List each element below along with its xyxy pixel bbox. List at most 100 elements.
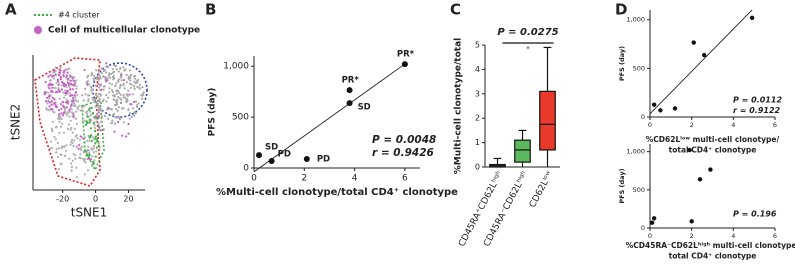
cell-cloud — [43, 62, 145, 179]
cell-dot — [48, 94, 51, 97]
cell-dot — [90, 101, 93, 104]
cell-dot — [89, 114, 92, 117]
x-axis-label: %CD45RA⁻CD62Lʰⁱᵍʰ multi-cell clonotype/ — [626, 241, 795, 250]
cell-dot — [53, 69, 56, 72]
cell-dot — [58, 97, 61, 100]
cell-dot — [70, 103, 73, 106]
panel-letter: B — [205, 1, 216, 19]
cell-dot — [81, 106, 84, 109]
red-outline — [34, 57, 101, 187]
cell-dot — [123, 79, 126, 82]
cell-dot — [110, 89, 114, 92]
cell-dot — [82, 151, 85, 154]
cell-dot — [53, 98, 56, 101]
cell-dot — [129, 76, 132, 79]
cell-dot — [125, 97, 128, 100]
cell-dot — [62, 145, 66, 149]
cell-dot — [98, 73, 101, 76]
cell-dot — [71, 94, 74, 97]
cell-dot — [102, 68, 105, 71]
cell-dot — [65, 98, 68, 101]
point-label: SD — [358, 103, 371, 113]
cell-dot — [95, 112, 99, 116]
cell-dot — [69, 88, 72, 91]
cell-dot — [73, 139, 76, 142]
cell-dot — [107, 106, 110, 109]
x-axis-label: tSNE1 — [71, 206, 108, 220]
x-tick-label: 4 — [731, 232, 735, 240]
cell-dot — [50, 84, 53, 87]
cell-dot — [55, 125, 58, 128]
cell-dot — [97, 142, 100, 145]
cell-dot — [109, 76, 112, 79]
y-tick-label: 1 — [475, 138, 480, 147]
cell-dot — [45, 107, 48, 110]
cell-dot — [121, 134, 124, 137]
cell-dot — [88, 136, 91, 139]
annotation: P = 0.0112 — [733, 96, 782, 105]
cell-dot — [62, 105, 65, 109]
point — [689, 219, 694, 224]
cell-dot — [94, 105, 97, 108]
cell-dot — [129, 86, 132, 90]
point — [651, 102, 657, 107]
cell-dot — [50, 103, 53, 106]
point — [672, 106, 678, 111]
cell-dot — [93, 159, 96, 162]
cell-dot — [88, 121, 91, 124]
cell-dot — [136, 78, 140, 82]
cell-dot — [131, 93, 134, 96]
cell-dot — [93, 126, 97, 130]
cell-dot — [57, 109, 61, 112]
cell-dot — [135, 104, 139, 107]
cell-dot — [127, 132, 130, 135]
cell-dot — [90, 140, 93, 143]
cell-dot — [92, 122, 95, 125]
cell-dot — [62, 101, 65, 104]
cell-dot — [60, 125, 63, 128]
cell-dot — [92, 144, 95, 147]
fit-line — [649, 9, 753, 115]
cell-dot — [61, 122, 64, 125]
cell-dot — [95, 140, 98, 143]
cell-dot — [68, 111, 71, 114]
cell-dot — [133, 87, 136, 90]
cell-dot — [62, 114, 65, 117]
cell-dot — [71, 131, 74, 134]
point — [303, 156, 310, 163]
cell-dot — [94, 84, 97, 87]
cell-dot — [117, 106, 120, 109]
cell-dot — [82, 109, 85, 112]
cell-dot — [51, 96, 55, 99]
cell-dot — [115, 82, 118, 85]
cell-dot — [73, 127, 77, 130]
cell-dot — [97, 125, 100, 128]
cell-dot — [123, 69, 126, 72]
cell-dot — [134, 112, 137, 115]
cell-dot — [68, 157, 71, 160]
cell-dot — [58, 113, 61, 116]
cell-dot — [52, 77, 56, 80]
cell-dot — [93, 74, 96, 78]
x-tick-label: CD62Lˡᵒʷ — [528, 170, 556, 210]
cell-dot — [86, 80, 90, 83]
y-axis-label: PFS (day) — [208, 88, 218, 137]
cell-dot — [62, 74, 65, 77]
cell-dot — [96, 105, 99, 108]
cell-dot — [73, 103, 76, 106]
cell-dot — [79, 135, 82, 138]
cell-dot — [65, 101, 68, 104]
cell-dot — [111, 119, 114, 122]
cell-dot — [62, 131, 65, 134]
x-tick-label: 6 — [402, 174, 408, 184]
cell-dot — [76, 100, 80, 103]
cell-dot — [79, 157, 82, 160]
y-tick-label: 1,000 — [223, 62, 249, 72]
cell-dot — [74, 117, 77, 121]
cell-dot — [60, 153, 63, 156]
cell-dot — [83, 141, 86, 144]
point-label: PD — [317, 155, 330, 165]
y-tick-label: 500 — [633, 186, 645, 194]
cell-dot — [67, 100, 70, 103]
cell-dot — [74, 90, 77, 94]
